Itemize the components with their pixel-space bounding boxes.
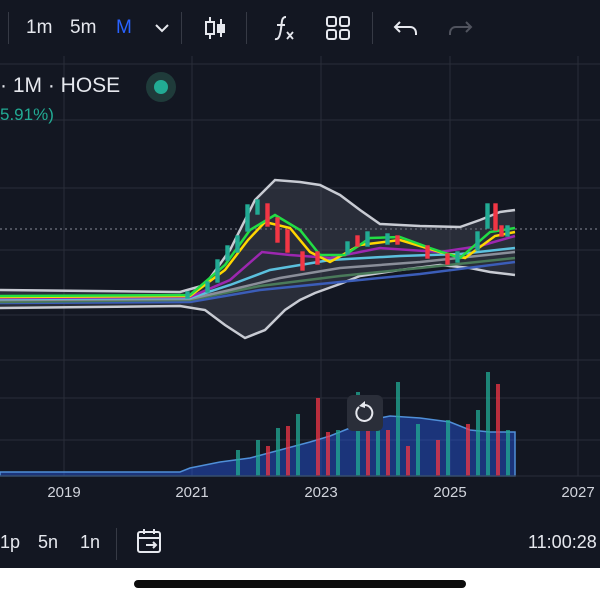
top-toolbar: 1m 5m M (0, 0, 600, 56)
toolbar-separator (181, 12, 182, 44)
price-candles (185, 199, 510, 299)
x-axis-tick: 2027 (561, 484, 595, 501)
x-axis-tick: 2023 (304, 484, 338, 501)
moving-averages (0, 213, 516, 305)
toolbar-separator (116, 528, 117, 560)
symbol-title[interactable]: · 1M · HOSE (0, 74, 121, 97)
range-5n-button[interactable]: 5n (38, 532, 59, 552)
interval-5m-button[interactable]: 5m (70, 17, 97, 38)
range-1p-button[interactable]: 1p (0, 532, 21, 552)
interval-month-button[interactable]: M (116, 17, 132, 38)
toolbar-separator (372, 12, 373, 44)
candles-icon[interactable] (199, 12, 231, 44)
x-axis-tick: 2025 (433, 484, 467, 501)
bottom-toolbar: 1p 5n 1n 11:00:28 (0, 520, 600, 568)
range-1n-button[interactable]: 1n (80, 532, 101, 552)
clock-time[interactable]: 11:00:28 (528, 532, 597, 552)
home-indicator[interactable] (134, 580, 466, 588)
interval-1m-button[interactable]: 1m (26, 17, 53, 38)
x-axis-tick: 2021 (175, 484, 209, 501)
system-home-bar (0, 568, 600, 600)
volume-bars (236, 372, 510, 476)
layout-grid-icon[interactable] (322, 12, 354, 44)
market-status-icon[interactable] (146, 72, 176, 102)
go-to-date-icon[interactable] (134, 526, 166, 558)
toolbar-separator (246, 12, 247, 44)
x-axis-tick: 2019 (47, 484, 81, 501)
chevron-down-icon[interactable] (146, 12, 178, 44)
reset-icon (355, 401, 374, 422)
redo-icon[interactable] (444, 12, 476, 44)
price-chart[interactable] (0, 56, 600, 520)
toolbar-separator (8, 12, 9, 44)
undo-icon[interactable] (390, 12, 422, 44)
reset-chart-button[interactable] (347, 395, 383, 431)
indicators-fx-icon[interactable] (268, 12, 300, 44)
chart-grid (0, 56, 600, 476)
price-change-percent: 5.91%) (0, 105, 54, 124)
